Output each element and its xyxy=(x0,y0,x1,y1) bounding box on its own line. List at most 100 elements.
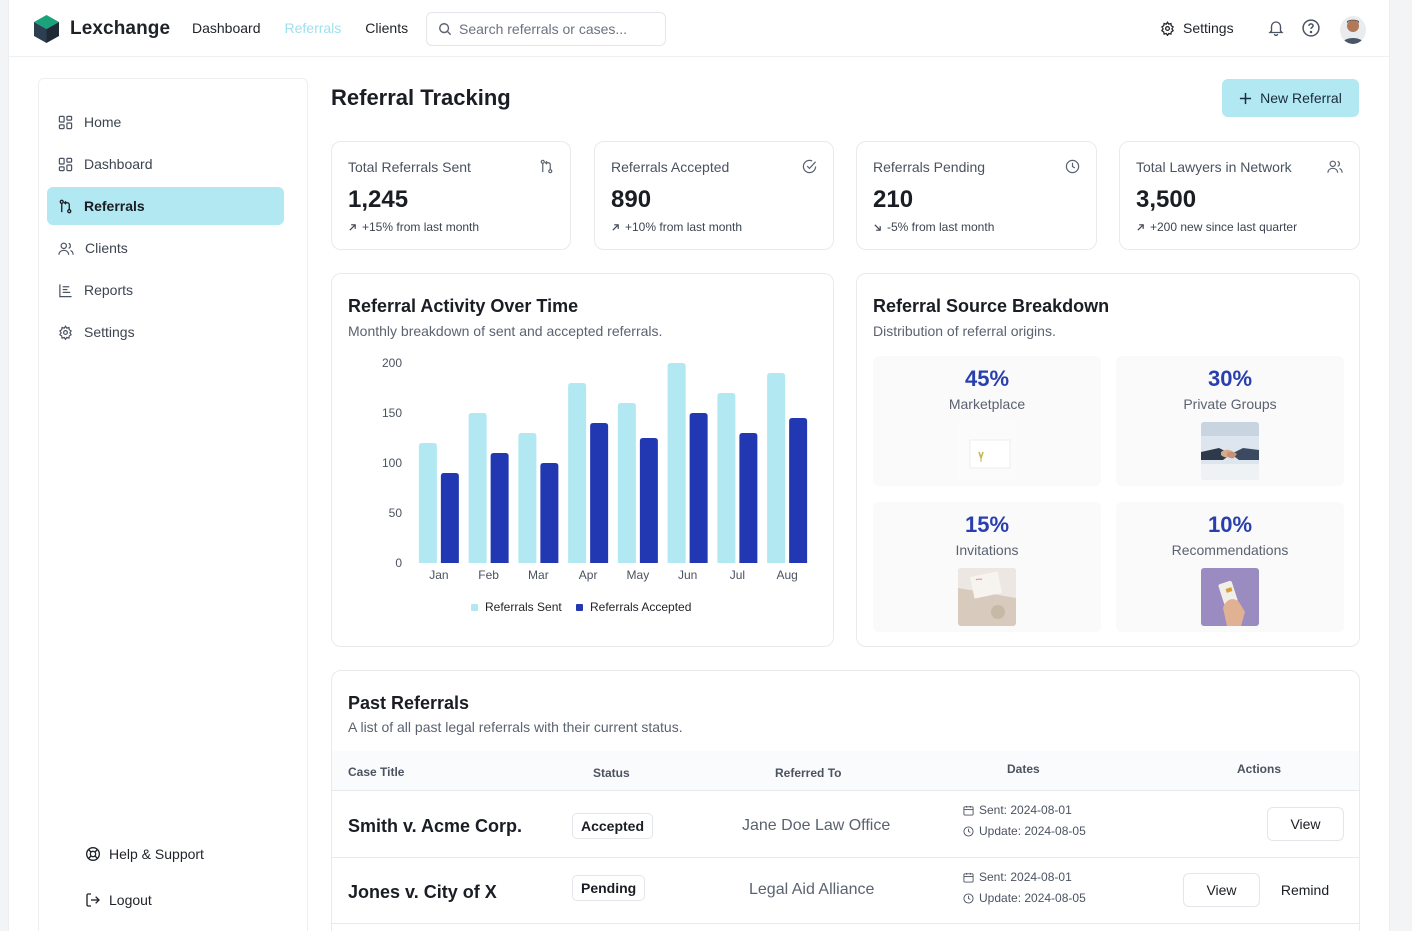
status-badge: Pending xyxy=(572,875,646,901)
past-subtitle: A list of all past legal referrals with … xyxy=(348,719,683,735)
y-tick-label: 50 xyxy=(389,506,403,520)
referred-to: Jane Doe Law Office xyxy=(742,817,891,834)
update-date: Update: 2024-08-05 xyxy=(963,824,1086,838)
stat-change: +200 new since last quarter xyxy=(1136,220,1297,234)
column-header: Actions xyxy=(1237,762,1282,776)
sidebar-item-home[interactable]: Home xyxy=(47,103,284,141)
x-tick-label: Apr xyxy=(579,568,598,582)
view-button[interactable]: View xyxy=(1183,873,1260,907)
x-tick-label: Feb xyxy=(478,568,499,582)
bar-referrals-sent xyxy=(767,373,786,563)
source-name: Private Groups xyxy=(1183,396,1277,412)
source-percent: 45% xyxy=(964,366,1010,391)
stat-label: Referrals Pending xyxy=(873,159,986,175)
arrow-up-right-icon xyxy=(349,223,356,231)
activity-subtitle: Monthly breakdown of sent and accepted r… xyxy=(348,323,663,339)
stat-label: Total Lawyers in Network xyxy=(1136,159,1292,175)
avatar[interactable] xyxy=(1340,16,1366,44)
arrow-up-right-icon xyxy=(1137,223,1144,231)
remind-button[interactable]: Remind xyxy=(1270,873,1340,907)
gear-icon xyxy=(1161,20,1174,36)
table-row: Jones v. City of X Pending Legal Aid All… xyxy=(332,858,1359,924)
sources-subtitle: Distribution of referral origins. xyxy=(873,323,1056,339)
stat-card-sent: Total Referrals Sent 1,245 +15% from las… xyxy=(331,141,571,250)
app-name: Lexchange xyxy=(70,18,171,39)
sent-date-text: Sent: 2024-08-01 xyxy=(979,870,1072,884)
source-tile-marketplace: 45% Marketplace xyxy=(873,356,1101,486)
sidebar-item-dashboard[interactable]: Dashboard xyxy=(47,145,284,183)
search-box[interactable] xyxy=(426,12,666,46)
x-tick-label: Jun xyxy=(678,568,697,582)
clock-icon xyxy=(1065,159,1080,174)
plus-icon xyxy=(1240,92,1252,104)
case-title[interactable]: Jones v. City of X xyxy=(348,882,497,902)
column-header: Referred To xyxy=(775,766,842,780)
clock-icon xyxy=(963,892,974,904)
table-header: Case Title Status Referred To Dates Acti… xyxy=(332,751,1359,791)
stat-label: Total Referrals Sent xyxy=(348,159,471,175)
column-header: Dates xyxy=(1007,762,1040,776)
logo[interactable]: Lexchange xyxy=(33,14,170,44)
x-tick-label: Mar xyxy=(528,568,549,582)
nav-referrals[interactable]: Referrals xyxy=(284,20,342,36)
marketplace-image xyxy=(958,422,1016,480)
sidebar: Home Dashboard Referrals Clients Reports… xyxy=(38,78,308,931)
stat-card-accepted: Referrals Accepted 890 +10% from last mo… xyxy=(594,141,834,250)
source-percent: 30% xyxy=(1207,366,1253,391)
sidebar-item-referrals[interactable]: Referrals xyxy=(47,187,284,225)
bar-referrals-sent xyxy=(468,413,487,563)
calendar-icon xyxy=(963,872,974,883)
arrow-down-right-icon xyxy=(874,223,881,231)
y-tick-label: 100 xyxy=(382,456,402,470)
sent-date: Sent: 2024-08-01 xyxy=(963,870,1072,884)
stat-change-text: -5% from last month xyxy=(887,220,995,234)
logout-link[interactable]: Logout xyxy=(85,892,152,908)
stat-card-pending: Referrals Pending 210 -5% from last mont… xyxy=(856,141,1097,250)
report-icon xyxy=(59,283,72,297)
git-pull-icon xyxy=(59,199,72,213)
sidebar-item-clients[interactable]: Clients xyxy=(47,229,284,267)
gear-icon xyxy=(59,324,72,340)
sent-date: Sent: 2024-08-01 xyxy=(963,803,1072,817)
sidebar-item-settings[interactable]: Settings xyxy=(47,313,284,351)
app-window: Lexchange Dashboard Referrals Clients Se… xyxy=(8,0,1390,931)
new-referral-button[interactable]: New Referral xyxy=(1222,79,1359,117)
past-referrals-card: Past Referrals A list of all past legal … xyxy=(331,670,1360,931)
bar-referrals-sent xyxy=(667,363,686,563)
search-input[interactable] xyxy=(459,21,649,37)
top-settings-label: Settings xyxy=(1183,20,1234,36)
help-icon[interactable] xyxy=(1301,18,1321,38)
status-badge: Accepted xyxy=(572,813,654,839)
y-tick-label: 150 xyxy=(382,406,402,420)
source-name: Marketplace xyxy=(948,396,1026,412)
activity-chart-card: Referral Activity Over Time Monthly brea… xyxy=(331,273,834,647)
case-title[interactable]: Smith v. Acme Corp. xyxy=(348,816,523,836)
y-tick-label: 0 xyxy=(395,556,402,570)
bar-referrals-accepted xyxy=(739,433,758,563)
git-pull-icon xyxy=(540,159,553,174)
bar-referrals-accepted xyxy=(689,413,708,563)
help-support-link[interactable]: Help & Support xyxy=(85,846,204,862)
bar-referrals-accepted xyxy=(639,438,658,563)
new-referral-label: New Referral xyxy=(1260,90,1342,106)
sidebar-item-reports[interactable]: Reports xyxy=(47,271,284,309)
stat-card-lawyers: Total Lawyers in Network 3,500 +200 new … xyxy=(1119,141,1360,250)
view-button[interactable]: View xyxy=(1267,807,1344,841)
stat-change: +10% from last month xyxy=(611,220,742,234)
calendar-icon xyxy=(963,805,974,816)
sidebar-item-label: Clients xyxy=(85,240,128,256)
bar-referrals-sent xyxy=(418,443,437,563)
stat-change-text: +15% from last month xyxy=(362,220,480,234)
top-settings-link[interactable]: Settings xyxy=(1160,20,1234,36)
clock-icon xyxy=(963,825,974,837)
nav-dashboard[interactable]: Dashboard xyxy=(192,20,261,36)
bar-referrals-sent xyxy=(518,433,537,563)
update-date: Update: 2024-08-05 xyxy=(963,891,1086,905)
page-title: Referral Tracking xyxy=(331,85,511,110)
source-tile-recommendations: 10% Recommendations xyxy=(1116,502,1344,632)
recommendation-image xyxy=(1201,568,1259,626)
logout-icon xyxy=(86,893,100,907)
bell-icon[interactable] xyxy=(1267,18,1285,38)
nav-clients[interactable]: Clients xyxy=(365,20,409,36)
source-breakdown-card: Referral Source Breakdown Distribution o… xyxy=(856,273,1360,647)
